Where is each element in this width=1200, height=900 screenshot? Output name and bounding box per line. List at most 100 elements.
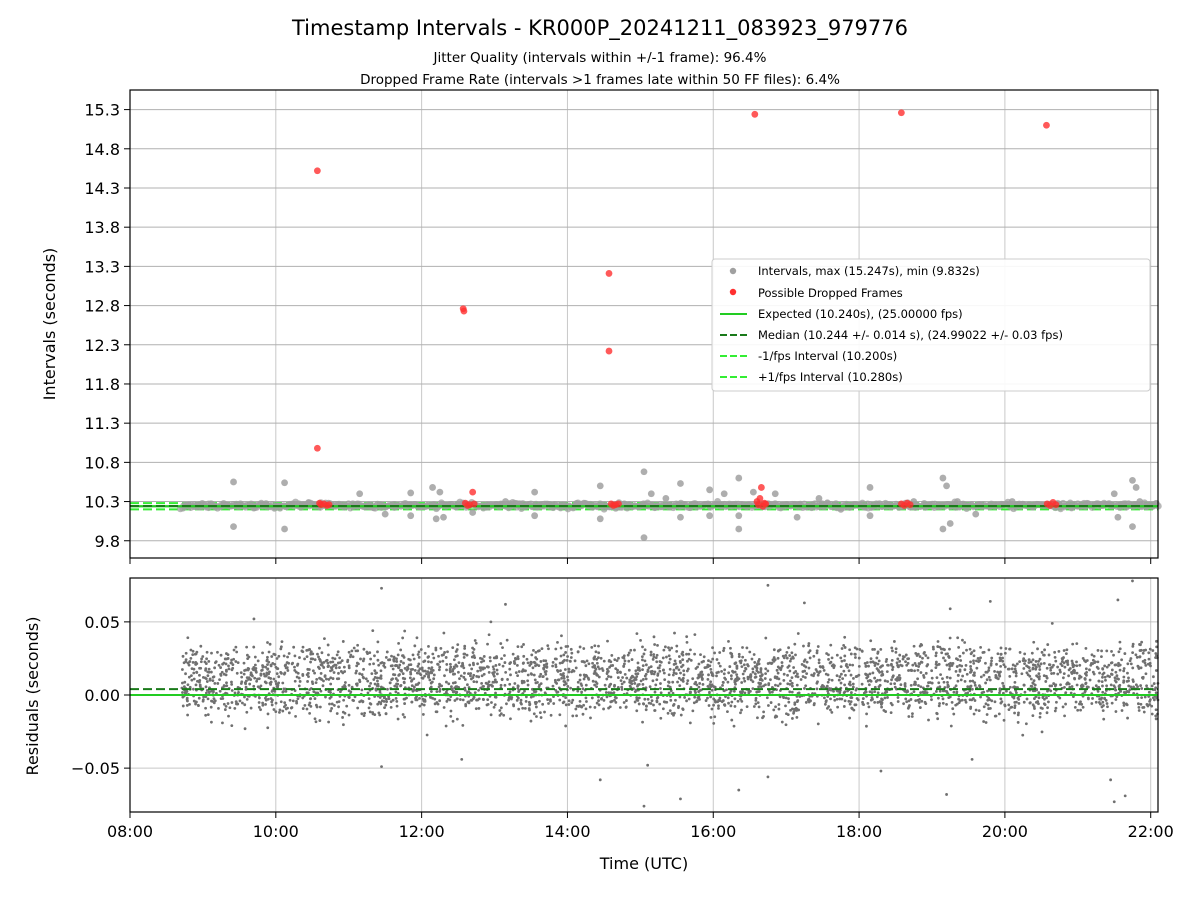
residual-point	[1115, 674, 1119, 678]
residual-point	[776, 671, 780, 675]
residual-point	[890, 646, 894, 650]
residual-point	[1014, 691, 1018, 695]
residual-point	[305, 673, 309, 677]
residual-point	[873, 690, 877, 694]
residual-point	[838, 697, 842, 701]
residual-point	[920, 699, 924, 703]
residual-point	[198, 683, 202, 687]
residual-point	[741, 646, 744, 649]
residual-point	[494, 664, 498, 667]
residual-point	[230, 689, 234, 692]
residual-point	[606, 667, 609, 671]
residual-point	[613, 658, 617, 662]
residual-point	[885, 657, 889, 661]
residual-point	[1155, 645, 1159, 649]
residual-point	[602, 707, 605, 711]
residual-point	[883, 696, 887, 700]
residual-point	[403, 702, 407, 705]
residual-point	[969, 707, 972, 710]
residual-point	[378, 696, 382, 699]
residual-point	[1145, 684, 1148, 688]
residual-point	[315, 678, 319, 681]
residual-point	[1092, 654, 1096, 658]
residual-point	[878, 678, 882, 682]
residual-point	[261, 665, 265, 669]
residual-point	[946, 685, 950, 689]
dropped-frame-points	[313, 109, 1060, 510]
intervals-y-axis-label: Intervals (seconds)	[40, 248, 59, 401]
residual-point	[382, 696, 386, 700]
residual-point	[455, 697, 459, 701]
residual-point	[395, 660, 399, 663]
residual-point	[695, 700, 698, 704]
residual-point	[590, 645, 594, 649]
residual-point	[438, 660, 442, 664]
residual-point	[847, 669, 851, 673]
residual-point	[866, 673, 870, 677]
dropped-frame-point	[757, 484, 765, 491]
residual-point	[728, 665, 732, 668]
residual-point	[641, 664, 645, 668]
residual-point	[621, 676, 624, 679]
residual-point	[281, 709, 285, 713]
residual-point	[801, 675, 805, 678]
residual-point	[963, 680, 967, 683]
residual-point	[1068, 685, 1072, 689]
residual-point	[253, 655, 257, 659]
dropped-frame-point	[615, 500, 622, 508]
residual-point	[360, 688, 364, 692]
residual-point	[972, 654, 976, 658]
residual-point	[990, 659, 993, 663]
residual-point	[473, 656, 477, 659]
residual-point	[1118, 663, 1122, 667]
interval-outlier-point	[706, 512, 714, 520]
residual-point	[880, 705, 883, 709]
residual-point	[616, 676, 620, 679]
residual-point	[522, 661, 525, 665]
residual-point	[373, 682, 377, 686]
residual-point	[477, 697, 481, 701]
residual-point	[772, 708, 776, 712]
residual-point	[876, 701, 880, 704]
residual-point	[885, 670, 889, 674]
residual-point	[438, 699, 442, 703]
residual-point	[578, 678, 582, 682]
residual-point	[640, 655, 644, 659]
residual-point	[1002, 663, 1006, 667]
residual-point	[643, 648, 647, 652]
intervals-y-tick-label: 11.8	[84, 375, 120, 394]
residual-point	[373, 654, 376, 658]
residual-point	[327, 678, 331, 681]
residual-point	[1063, 665, 1067, 669]
residual-point	[629, 681, 633, 685]
residual-point	[594, 650, 598, 654]
residual-point	[261, 703, 265, 707]
residual-point	[649, 653, 653, 657]
interval-outlier-point	[946, 520, 954, 527]
residual-point	[948, 647, 951, 651]
residual-point	[647, 701, 651, 705]
residual-point	[808, 656, 812, 660]
residual-point	[988, 678, 992, 682]
residual-point	[414, 683, 418, 687]
residual-point	[874, 680, 878, 683]
residual-point	[792, 671, 796, 675]
residual-point	[1122, 679, 1126, 683]
residual-point	[441, 659, 445, 663]
residual-point	[843, 646, 847, 649]
residual-point	[659, 682, 662, 685]
residual-outlier-point	[1050, 621, 1054, 625]
residual-point	[1117, 650, 1121, 654]
residual-point	[913, 669, 916, 673]
residual-point	[503, 683, 507, 687]
residual-point	[546, 698, 550, 701]
residual-point	[347, 650, 351, 654]
residual-point	[275, 672, 279, 676]
residual-point	[359, 657, 362, 661]
residual-point	[964, 663, 968, 667]
residual-point	[222, 702, 226, 706]
residual-point	[551, 660, 555, 664]
residual-point	[865, 661, 869, 664]
residual-point	[678, 684, 682, 687]
residual-point	[855, 697, 859, 700]
